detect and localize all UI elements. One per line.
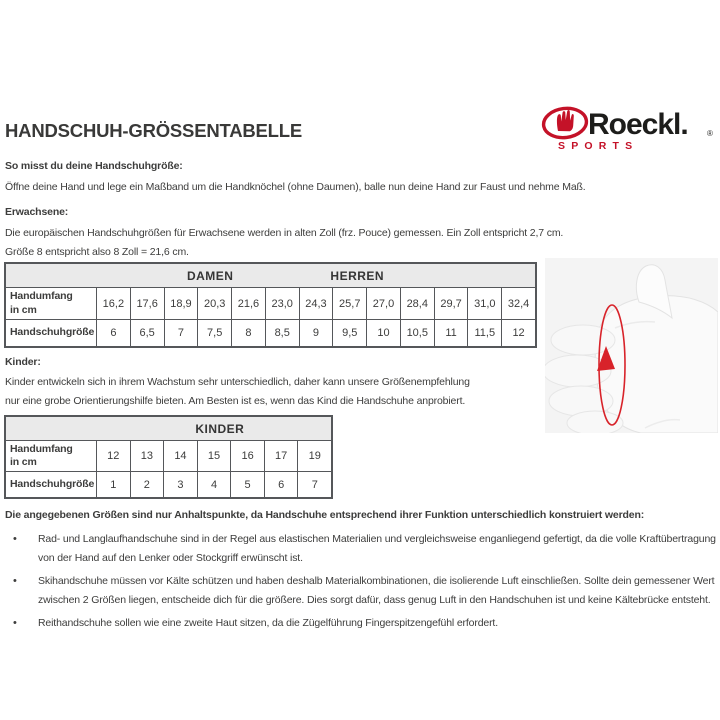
adult-circumference-values: 16,2 17,6 18,9 20,3 21,6 23,0 24,3 25,7 27,0 28,4… <box>97 288 535 319</box>
circumference-cell: 23,0 <box>266 288 300 319</box>
circumference-cell: 19 <box>308 450 321 462</box>
size-cell: 7 <box>311 478 318 491</box>
size-cell: 11 <box>435 320 469 346</box>
hand-measurement-illustration <box>545 258 718 433</box>
kids-heading: Kinder: <box>5 356 41 368</box>
note-bullet: Rad- und Langlaufhandschuhe sind in der … <box>5 530 717 568</box>
kids-text-line1: Kinder entwickeln sich in ihrem Wachstum… <box>5 376 470 388</box>
circumference-cell: 15 <box>198 441 232 471</box>
adult-size-values: 6 6,5 7 7,5 8 8,5 9 9,5 10 10,5 11 11,5 12 <box>97 320 535 346</box>
size-row-label: Handschuhgröße <box>6 472 97 497</box>
size-cell: 1 <box>97 472 131 497</box>
kids-table-header: KINDER <box>6 417 331 441</box>
adults-text-line1: Die europäischen Handschuhgrößen für Erw… <box>5 227 564 239</box>
size-cell: 11,5 <box>468 320 503 346</box>
size-cell: 9 <box>300 320 334 346</box>
size-cell: 12 <box>512 327 525 339</box>
size-cell: 10 <box>367 320 401 346</box>
size-cell: 7 <box>165 320 199 346</box>
size-cell: 2 <box>131 472 165 497</box>
circumference-cell: 29,7 <box>435 288 469 319</box>
adult-circumference-row: Handumfang in cm 16,2 17,6 18,9 20,3 21,6 23,… <box>6 288 535 320</box>
circumference-cell: 24,3 <box>300 288 334 319</box>
kinder-column-group-label: KINDER <box>195 421 245 436</box>
notes-list: Rad- und Langlaufhandschuhe sind in der … <box>5 530 717 637</box>
circumference-cell: 16,2 <box>97 288 131 319</box>
circumference-cell: 28,4 <box>401 288 435 319</box>
circumference-row-label: Handumfang in cm <box>6 288 97 319</box>
registered-mark: ® <box>707 129 713 138</box>
circumference-cell: 17,6 <box>131 288 165 319</box>
notes-heading: Die angegebenen Größen sind nur Anhaltsp… <box>5 509 645 521</box>
circumference-cell: 17 <box>265 441 299 471</box>
adults-text-line2: Größe 8 entspricht also 8 Zoll = 21,6 cm… <box>5 246 189 258</box>
measure-heading: So misst du deine Handschuhgröße: <box>5 160 183 172</box>
size-cell: 9,5 <box>333 320 368 346</box>
circumference-cell: 32,4 <box>507 297 530 310</box>
circumference-cell: 21,6 <box>232 288 266 319</box>
circumference-row-label: Handumfang in cm <box>6 441 97 471</box>
row-label-line1: Handumfang <box>10 290 73 303</box>
size-row-label: Handschuhgröße <box>6 320 97 346</box>
roeckl-sports-logo: Roeckl. ® SPORTS <box>541 106 713 152</box>
size-cell: 3 <box>164 472 198 497</box>
size-cell: 10,5 <box>401 320 435 346</box>
adult-size-table: DAMEN HERREN Handumfang in cm 16,2 17,6 18… <box>4 262 537 348</box>
circumference-cell: 25,7 <box>333 288 368 319</box>
circumference-cell: 20,3 <box>198 288 233 319</box>
kids-size-table: KINDER Handumfang in cm 12 13 14 15 16 17 19 H… <box>4 415 333 499</box>
circumference-cell: 14 <box>164 441 198 471</box>
adult-table-header: DAMEN HERREN <box>6 264 535 288</box>
measuring-arrow-icon <box>597 304 626 426</box>
brand-subtitle: SPORTS <box>558 140 638 152</box>
size-cell: 6,5 <box>131 320 165 346</box>
page-title: HANDSCHUH-GRÖSSENTABELLE <box>5 120 303 141</box>
row-label-line2: in cm <box>10 303 37 316</box>
glove-oval-icon <box>541 106 589 140</box>
row-label-line1: Handumfang <box>10 442 73 455</box>
adult-size-row: Handschuhgröße 6 6,5 7 7,5 8 8,5 9 9,5 10 10,5 11 1… <box>6 320 535 346</box>
note-bullet: Skihandschuhe müssen vor Kälte schützen … <box>5 572 717 610</box>
kids-text-line2: nur eine grobe Orientierungshilfe bieten… <box>5 395 466 407</box>
circumference-cell: 16 <box>231 441 265 471</box>
circumference-cell: 31,0 <box>468 288 503 319</box>
size-cell: 4 <box>198 472 232 497</box>
size-cell: 6 <box>97 320 131 346</box>
circumference-cell: 12 <box>97 441 131 471</box>
damen-column-group-label: DAMEN <box>186 268 234 283</box>
size-cell: 5 <box>231 472 265 497</box>
row-label-line2: in cm <box>10 456 37 468</box>
size-cell: 8 <box>232 320 266 346</box>
kids-circumference-row: Handumfang in cm 12 13 14 15 16 17 19 <box>6 441 331 472</box>
size-cell: 8,5 <box>266 320 300 346</box>
circumference-cell: 18,9 <box>165 288 199 319</box>
circumference-cell: 27,0 <box>367 288 401 319</box>
brand-wordmark: Roeckl. <box>588 108 688 141</box>
kids-circumference-values: 12 13 14 15 16 17 19 <box>97 441 331 471</box>
note-bullet: Reithandschuhe sollen wie eine zweite Ha… <box>5 614 717 633</box>
measure-instructions: Öffne deine Hand und lege ein Maßband um… <box>5 181 586 193</box>
circumference-cell: 13 <box>131 441 165 471</box>
herren-column-group-label: HERREN <box>330 268 385 283</box>
size-cell: 7,5 <box>198 320 233 346</box>
size-cell: 6 <box>265 472 299 497</box>
glove-icon <box>556 110 574 132</box>
adults-heading: Erwachsene: <box>5 206 69 218</box>
